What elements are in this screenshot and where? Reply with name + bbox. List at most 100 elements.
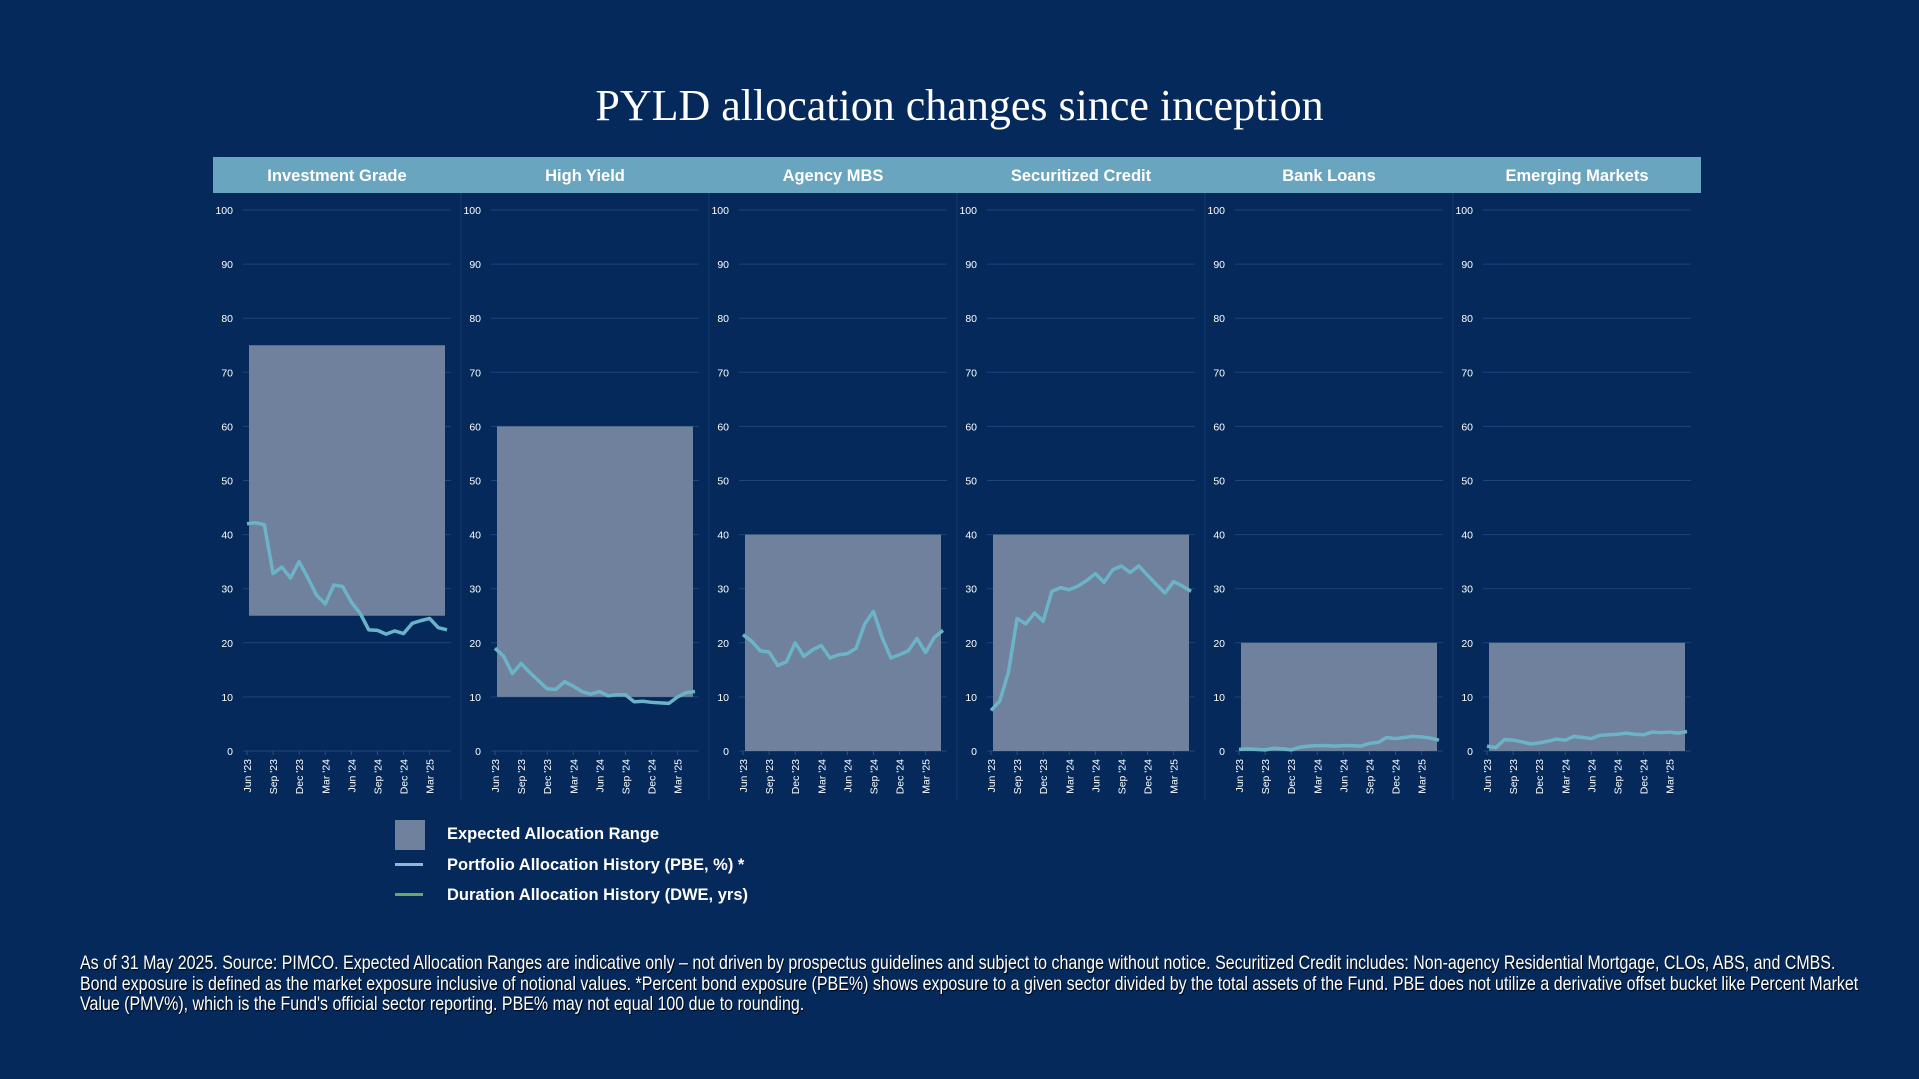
y-tick-label: 50 <box>469 476 481 488</box>
x-tick-label: Dec '23 <box>294 759 306 794</box>
y-tick-label: 90 <box>221 259 233 271</box>
x-tick-label: Sep '24 <box>1612 759 1624 794</box>
x-tick-label: Sep '23 <box>268 759 280 794</box>
header-bar <box>213 157 1701 193</box>
x-tick-label: Mar '24 <box>320 759 332 794</box>
y-tick-label: 90 <box>1213 259 1225 271</box>
x-tick-label: Sep '24 <box>1116 759 1128 794</box>
x-tick-label: Jun '24 <box>842 759 854 793</box>
y-tick-label: 0 <box>227 746 233 758</box>
y-tick-label: 70 <box>469 367 481 379</box>
y-tick-label: 60 <box>1461 421 1473 433</box>
y-tick-label: 20 <box>717 638 729 650</box>
y-tick-label: 60 <box>221 421 233 433</box>
x-tick-label: Jun '23 <box>490 759 502 793</box>
x-tick-label: Jun '23 <box>986 759 998 793</box>
x-tick-label: Dec '24 <box>895 759 907 794</box>
y-tick-label: 40 <box>1213 530 1225 542</box>
y-tick-label: 50 <box>717 476 729 488</box>
panel-title: Agency MBS <box>783 167 884 185</box>
y-tick-label: 100 <box>215 205 233 217</box>
y-tick-label: 40 <box>1461 530 1473 542</box>
y-tick-label: 0 <box>723 746 729 758</box>
y-tick-label: 30 <box>221 584 233 596</box>
pbe-line-swatch <box>395 863 423 866</box>
x-tick-label: Dec '23 <box>790 759 802 794</box>
x-tick-label: Mar '24 <box>816 759 828 794</box>
pbe-line <box>741 609 945 668</box>
y-tick-label: 10 <box>1213 692 1225 704</box>
x-tick-label: Dec '24 <box>1639 759 1651 794</box>
x-tick-label: Jun '24 <box>1586 759 1598 793</box>
y-tick-label: 40 <box>717 530 729 542</box>
y-tick-label: 70 <box>1213 367 1225 379</box>
y-tick-label: 30 <box>965 584 977 596</box>
y-tick-label: 60 <box>717 421 729 433</box>
expected-range-box <box>497 426 693 697</box>
x-tick-label: Jun '24 <box>1338 759 1350 793</box>
x-tick-label: Jun '23 <box>738 759 750 793</box>
y-tick-label: 100 <box>711 205 729 217</box>
y-tick-label: 30 <box>1213 584 1225 596</box>
x-tick-label: Mar '24 <box>1064 759 1076 794</box>
x-tick-label: Mar '25 <box>1665 759 1677 794</box>
x-tick-label: Jun '23 <box>242 759 254 793</box>
panel-investment-grade: Investment Grade 0 10 20 30 40 50 60 70 80 90 100 Ju… <box>215 167 451 794</box>
legend-label: Expected Allocation Range <box>447 825 660 843</box>
x-tick-label: Dec '24 <box>647 759 659 794</box>
y-tick-label: 80 <box>1213 313 1225 325</box>
y-tick-label: 70 <box>965 367 977 379</box>
x-tick-label: Mar '25 <box>673 759 685 794</box>
x-tick-label: Jun '24 <box>346 759 358 793</box>
y-tick-label: 40 <box>469 530 481 542</box>
panel-title: High Yield <box>545 167 625 185</box>
x-tick-label: Sep '24 <box>372 759 384 794</box>
panel-high-yield: High Yield 0 10 20 30 40 50 60 70 80 90 100 Jun '23 S… <box>460 167 699 800</box>
y-tick-label: 10 <box>469 692 481 704</box>
footnote: As of 31 May 2025. Source: PIMCO. Expect… <box>80 952 1859 1015</box>
y-tick-label: 50 <box>221 476 233 488</box>
panel-emerging-markets: Emerging Markets 0 10 20 30 40 50 60 70 80 90 100 Ju… <box>1452 167 1691 800</box>
y-tick-label: 50 <box>965 476 977 488</box>
page-title: PYLD allocation changes since inception <box>595 81 1324 130</box>
x-tick-label: Sep '23 <box>1508 759 1520 794</box>
y-tick-label: 80 <box>717 313 729 325</box>
y-tick-label: 60 <box>965 421 977 433</box>
range-swatch <box>395 820 425 850</box>
x-tick-label: Jun '23 <box>1234 759 1246 793</box>
y-tick-label: 20 <box>469 638 481 650</box>
x-tick-label: Dec '23 <box>542 759 554 794</box>
y-tick-label: 60 <box>1213 421 1225 433</box>
x-tick-label: Mar '24 <box>1312 759 1324 794</box>
y-tick-label: 30 <box>1461 584 1473 596</box>
y-tick-label: 100 <box>1207 205 1225 217</box>
y-tick-label: 50 <box>1213 476 1225 488</box>
pbe-line <box>246 520 448 636</box>
panel-securitized-credit: Securitized Credit 0 10 20 30 40 50 60 70 80 90 100… <box>956 167 1195 800</box>
y-tick-label: 80 <box>221 313 233 325</box>
x-tick-label: Sep '23 <box>1012 759 1024 794</box>
x-tick-label: Sep '24 <box>620 759 632 794</box>
x-tick-label: Mar '25 <box>921 759 933 794</box>
y-tick-label: 0 <box>1467 746 1473 758</box>
legend-label: Duration Allocation History (DWE, yrs) <box>447 886 748 904</box>
y-tick-label: 50 <box>1461 476 1473 488</box>
y-tick-label: 80 <box>469 313 481 325</box>
x-tick-label: Sep '23 <box>516 759 528 794</box>
expected-range-box <box>993 534 1189 751</box>
y-tick-label: 10 <box>965 692 977 704</box>
y-tick-label: 10 <box>221 692 233 704</box>
pbe-line <box>1486 729 1688 750</box>
x-tick-label: Mar '24 <box>568 759 580 794</box>
x-tick-label: Mar '24 <box>1560 759 1572 794</box>
panel-agency-mbs: Agency MBS 0 10 20 30 40 50 60 70 80 90 100 Jun '23 S… <box>708 167 947 800</box>
y-tick-label: 30 <box>717 584 729 596</box>
y-tick-label: 0 <box>1219 746 1225 758</box>
y-tick-label: 80 <box>1461 313 1473 325</box>
panel-title: Bank Loans <box>1282 167 1376 185</box>
expected-range-box <box>1489 642 1685 751</box>
panel-title: Investment Grade <box>267 167 406 185</box>
y-tick-label: 40 <box>221 530 233 542</box>
y-tick-label: 0 <box>971 746 977 758</box>
